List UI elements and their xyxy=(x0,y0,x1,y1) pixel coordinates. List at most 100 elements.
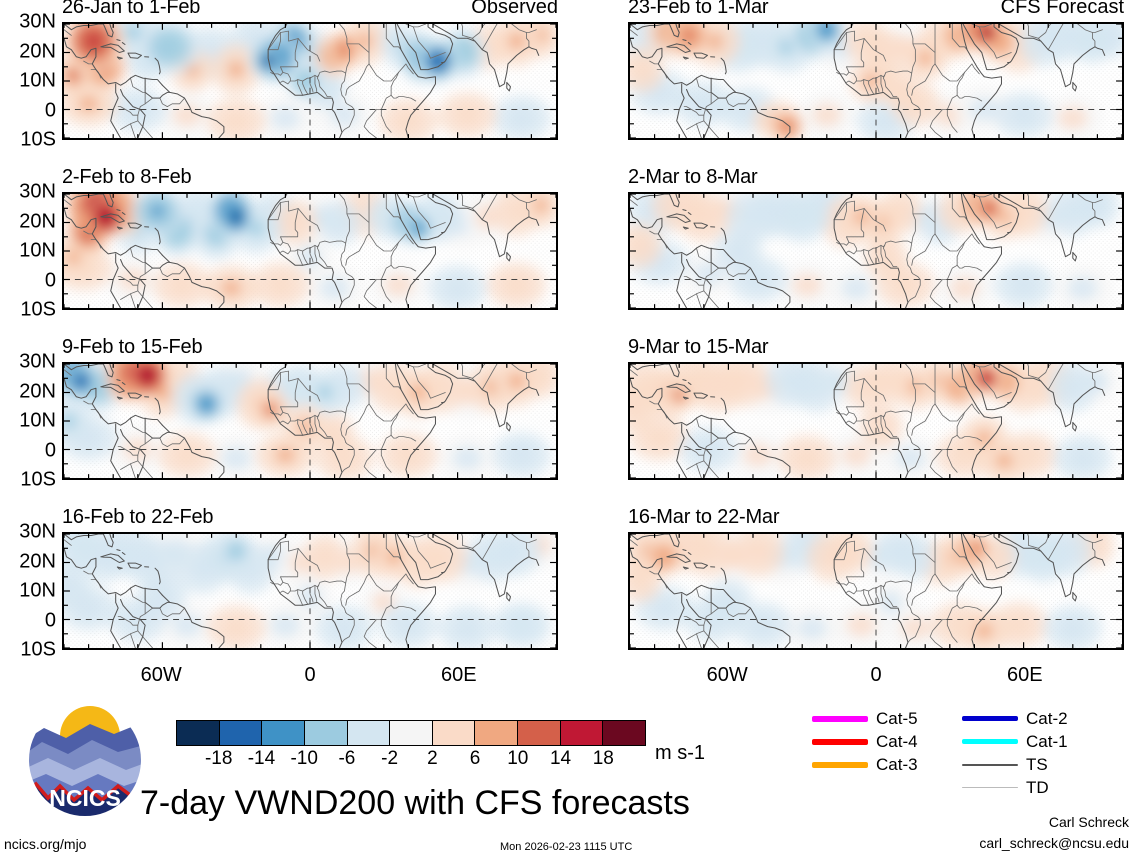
legend-swatch-cat-3 xyxy=(812,761,868,768)
panel-fcst-4: 16-Mar to 22-Mar xyxy=(628,506,1124,650)
legend-label-cat-2: Cat-2 xyxy=(1026,708,1068,728)
y-tick-label-20N: 20N xyxy=(19,550,56,572)
y-tick-label-0: 0 xyxy=(44,99,56,121)
panel-title-fcst-1: 23-Feb to 1-Mar xyxy=(628,0,769,18)
panel-obs-1: 26-Jan to 1-Feb Observed xyxy=(62,0,558,140)
colorbar-segments xyxy=(176,720,646,746)
panel-title-obs-3: 9-Feb to 15-Feb xyxy=(62,336,203,358)
colorbar-tick-2: 2 xyxy=(427,748,438,769)
map-ticks xyxy=(64,364,556,478)
colorbar-tick-6: 6 xyxy=(469,748,481,769)
ncics-logo: NCICS xyxy=(22,700,148,826)
legend-label-cat-3: Cat-3 xyxy=(876,754,918,774)
map-fcst-4 xyxy=(630,534,1122,648)
coastlines xyxy=(630,534,1106,648)
y-axis-row-1: 30N 20N 10N 0 10S xyxy=(0,11,62,151)
map-frame-fcst-4 xyxy=(628,532,1124,650)
coastlines xyxy=(64,534,540,648)
map-ticks xyxy=(64,194,556,308)
colorbar-segment-9 xyxy=(559,721,603,745)
legend-item-cat-2: Cat-2 xyxy=(962,707,1068,730)
map-frame-obs-2 xyxy=(62,192,558,310)
map-ticks xyxy=(64,24,556,138)
map-fcst-1 xyxy=(630,24,1122,138)
author-name: Carl Schreck xyxy=(1048,814,1129,830)
panel-title-obs-1: 26-Jan to 1-Feb xyxy=(62,0,201,18)
logo-wordmark: NCICS xyxy=(49,785,121,811)
column-header-left: Observed xyxy=(471,0,558,18)
colorbar-units: m s-1 xyxy=(655,742,705,764)
map-frame-obs-4 xyxy=(62,532,558,650)
map-obs-2 xyxy=(64,194,556,308)
y-axis-row-2: 30N 20N 10N 0 10S xyxy=(0,181,62,321)
panel-obs-2: 2-Feb to 8-Feb xyxy=(62,166,558,310)
panel-title-obs-2: 2-Feb to 8-Feb xyxy=(62,166,192,188)
x-tick-label-left-60W: 60W xyxy=(140,664,182,686)
legend-swatch-cat-4 xyxy=(812,738,868,745)
legend-item-cat-5: Cat-5 xyxy=(812,707,918,730)
legend-label-cat-5: Cat-5 xyxy=(876,708,918,728)
y-tick-label-10N: 10N xyxy=(19,409,56,432)
legend-label-td: TD xyxy=(1026,777,1049,797)
legend-item-ts: TS xyxy=(962,753,1068,776)
y-tick-label-30N: 30N xyxy=(19,350,56,373)
y-tick-label-30N: 30N xyxy=(19,520,56,543)
author-email[interactable]: carl_schreck@ncsu.edu xyxy=(979,835,1129,851)
legend-swatch-ts xyxy=(962,763,1018,766)
map-obs-3 xyxy=(64,364,556,478)
panel-fcst-1: 23-Feb to 1-Mar CFS Forecast xyxy=(628,0,1124,140)
map-ticks xyxy=(630,364,1122,478)
site-url[interactable]: ncics.org/mjo xyxy=(4,836,87,852)
panel-fcst-3: 9-Mar to 15-Mar xyxy=(628,336,1124,480)
y-tick-label-20N: 20N xyxy=(19,210,56,232)
coastlines xyxy=(64,364,540,478)
legend-label-cat-4: Cat-4 xyxy=(876,731,918,751)
colorbar-segment-0 xyxy=(177,721,219,745)
legend-swatch-cat-1 xyxy=(962,739,1018,744)
map-obs-4 xyxy=(64,534,556,648)
logo-red-line xyxy=(28,781,142,803)
legend-label-ts: TS xyxy=(1026,754,1048,774)
y-tick-label-0: 0 xyxy=(44,269,56,291)
colorbar-segment-1 xyxy=(218,721,262,745)
colorbar-segment-3 xyxy=(303,721,347,745)
colorbar-segment-7 xyxy=(474,721,518,745)
legend-label-cat-1: Cat-1 xyxy=(1026,731,1068,751)
y-axis-row-3: 30N 20N 10N 0 10S xyxy=(0,351,62,491)
y-tick-label-0: 0 xyxy=(44,609,56,631)
colorbar: -18 -14 -10 -6 -2 2 6 10 14 18 xyxy=(176,720,646,769)
y-tick-label-0: 0 xyxy=(44,439,56,461)
legend-column-2: Cat-2 Cat-1 TS TD xyxy=(962,707,1068,799)
colorbar-tick--10: -10 xyxy=(290,748,318,769)
map-frame-fcst-3 xyxy=(628,362,1124,480)
map-frame-obs-3 xyxy=(62,362,558,480)
y-tick-label-20N: 20N xyxy=(19,40,56,62)
political-borders xyxy=(64,194,537,308)
political-borders xyxy=(64,364,537,478)
anomaly-field xyxy=(630,24,1122,138)
y-tick-label-10S: 10S xyxy=(20,298,56,321)
panel-title-obs-4: 16-Feb to 22-Feb xyxy=(62,506,214,528)
column-header-right: CFS Forecast xyxy=(1000,0,1124,18)
panel-title-fcst-2: 2-Mar to 8-Mar xyxy=(628,166,758,188)
coastlines xyxy=(630,24,1106,138)
colorbar-tick--6: -6 xyxy=(338,748,356,769)
legend-item-td: TD xyxy=(962,776,1068,799)
x-tick-label-left-60E: 60E xyxy=(441,664,477,686)
y-axis-row-4: 30N 20N 10N 0 10S xyxy=(0,521,62,661)
legend-item-cat-1: Cat-1 xyxy=(962,730,1068,753)
y-tick-label-10S: 10S xyxy=(20,638,56,661)
map-ticks xyxy=(64,534,556,648)
legend-swatch-td xyxy=(962,787,1018,788)
map-frame-fcst-1 xyxy=(628,22,1124,140)
x-tick-label-right-60W: 60W xyxy=(706,664,748,686)
legend-item-cat-4: Cat-4 xyxy=(812,730,918,753)
x-tick-label-left-0: 0 xyxy=(304,664,316,686)
political-borders xyxy=(630,24,1103,138)
map-obs-1 xyxy=(64,24,556,138)
main-title: 7-day VWND200 with CFS forecasts xyxy=(140,784,690,822)
anomaly-field xyxy=(630,534,1115,648)
coastlines xyxy=(630,364,1106,478)
y-tick-label-30N: 30N xyxy=(19,10,56,33)
